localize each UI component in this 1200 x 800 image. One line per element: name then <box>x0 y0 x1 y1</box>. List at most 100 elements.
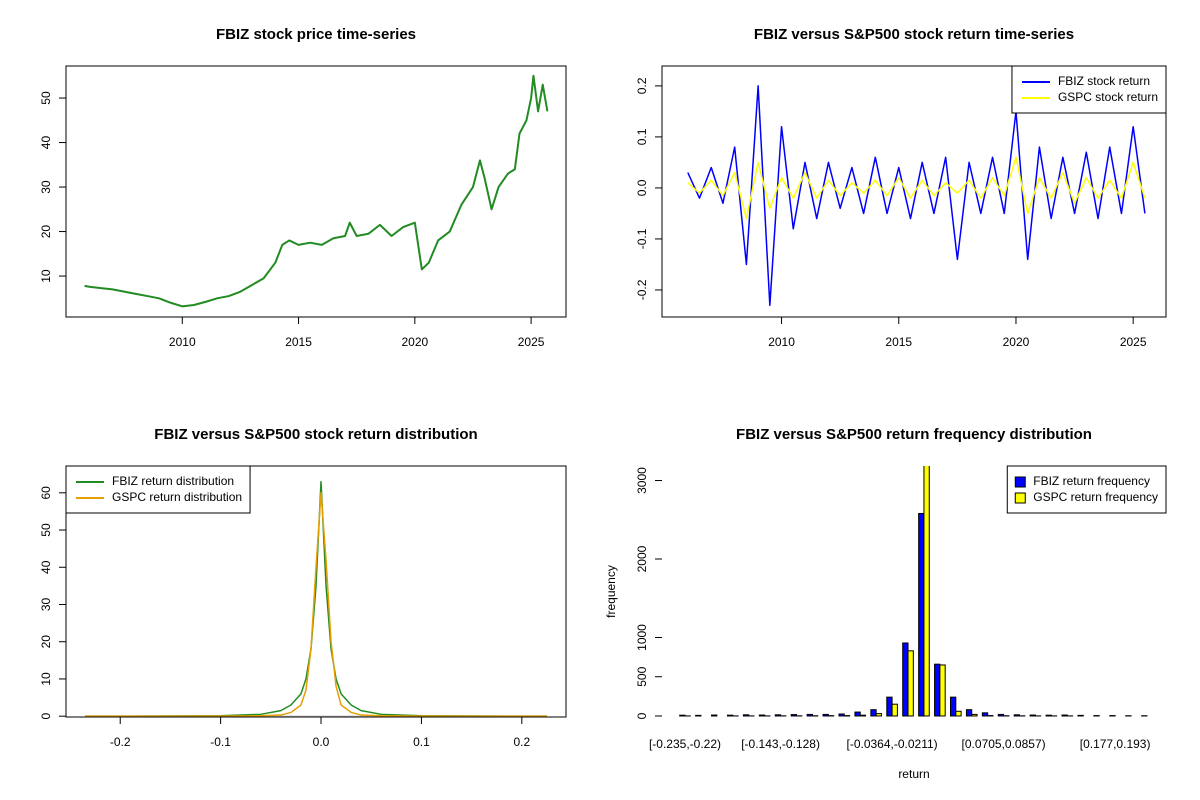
y-tick-label: -0.1 <box>635 228 649 249</box>
bar <box>918 512 925 717</box>
bar <box>875 713 882 717</box>
y-tick-label: 50 <box>39 523 53 537</box>
x-tick-label: 2010 <box>169 335 196 349</box>
bar <box>965 709 973 717</box>
y-tick-label: 0 <box>39 713 53 720</box>
bar <box>774 714 782 717</box>
bar <box>695 714 702 717</box>
series-line <box>687 85 1146 307</box>
bar <box>838 713 845 717</box>
bar <box>742 714 750 717</box>
legend-swatch <box>1014 476 1026 488</box>
bar <box>891 703 898 717</box>
legend: FBIZ stock return GSPC stock return <box>1011 65 1167 114</box>
bar <box>806 713 813 717</box>
legend-label: GSPC return frequency <box>1033 490 1158 504</box>
y-tick-label: 10 <box>39 672 53 686</box>
y-axis-label: frequency <box>604 565 618 618</box>
y-tick-label: 20 <box>39 635 53 649</box>
bar <box>981 712 989 717</box>
bar <box>854 711 861 717</box>
x-tick-label: 2020 <box>401 335 428 349</box>
bar <box>955 710 962 717</box>
bar <box>902 642 909 717</box>
y-tick-label: 40 <box>39 560 53 574</box>
y-tick-label: 3000 <box>635 467 649 494</box>
bar <box>1013 714 1021 717</box>
y-tick-label: -0.2 <box>635 279 649 300</box>
y-tick-label: 30 <box>39 180 53 194</box>
x-tick-label: 2025 <box>518 335 545 349</box>
x-tick-label: -0.1 <box>210 735 231 749</box>
series-line <box>84 74 549 308</box>
bar <box>939 664 946 717</box>
y-tick-label: 10 <box>39 269 53 283</box>
plot-area <box>84 74 549 308</box>
plot-box <box>661 65 1167 318</box>
series-line <box>85 492 547 717</box>
legend-label: GSPC stock return <box>1058 90 1158 104</box>
bar <box>679 714 686 717</box>
legend-swatch <box>1014 492 1026 504</box>
bar <box>997 713 1005 717</box>
bar <box>1077 714 1084 717</box>
x-tick-label: 0.1 <box>413 735 430 749</box>
bar <box>711 714 718 717</box>
x-tick-label: 2010 <box>768 335 795 349</box>
plot-box <box>65 465 567 718</box>
legend-label: FBIZ stock return <box>1058 74 1150 88</box>
bar <box>1029 714 1036 717</box>
bar <box>870 709 877 717</box>
bar <box>934 663 941 717</box>
bar <box>758 714 766 717</box>
x-tick-label: [0.0705,0.0857) <box>962 737 1046 751</box>
x-tick-label: [-0.143,-0.128) <box>741 737 820 751</box>
y-tick-label: 40 <box>39 136 53 150</box>
bar <box>822 713 829 717</box>
legend-label: FBIZ return distribution <box>112 474 234 488</box>
bar <box>950 696 957 717</box>
chart-title: FBIZ versus S&P500 stock return distribu… <box>154 426 477 443</box>
y-tick-label: 0 <box>635 712 649 719</box>
legend-box <box>65 465 251 514</box>
y-tick-label: 20 <box>39 225 53 239</box>
y-tick-label: 50 <box>39 91 53 105</box>
bar <box>923 466 930 717</box>
y-tick-label: 2000 <box>635 545 649 572</box>
legend: FBIZ return frequency GSPC return frequen… <box>1006 465 1167 514</box>
bar <box>859 714 867 717</box>
legend-box <box>1011 65 1167 114</box>
chart-title: FBIZ versus S&P500 stock return time-ser… <box>754 26 1074 43</box>
x-tick-label: [0.177,0.193) <box>1080 737 1151 751</box>
x-tick-label: 2015 <box>885 335 912 349</box>
chart-title: FBIZ versus S&P500 return frequency dist… <box>736 426 1092 443</box>
x-tick-label: 0.2 <box>513 735 530 749</box>
y-tick-label: 500 <box>635 666 649 686</box>
x-tick-label: [-0.235,-0.22) <box>649 737 721 751</box>
y-tick-label: 60 <box>39 486 53 500</box>
bar <box>886 696 893 717</box>
legend-box <box>1006 465 1167 514</box>
x-tick-label: [-0.0364,-0.0211) <box>847 737 938 751</box>
series-line <box>85 480 547 717</box>
plot-box <box>65 65 567 318</box>
bar <box>1045 714 1052 717</box>
plot-area <box>679 466 1148 717</box>
legend-label: FBIZ return frequency <box>1033 474 1150 488</box>
x-tick-label: 0.0 <box>313 735 330 749</box>
plot-area <box>687 85 1146 307</box>
x-axis-label: return <box>898 767 929 781</box>
bar <box>1061 714 1068 717</box>
y-tick-label: 30 <box>39 597 53 611</box>
bar <box>907 650 914 717</box>
legend-label: GSPC return distribution <box>112 490 242 504</box>
bar <box>726 714 734 717</box>
x-tick-label: 2020 <box>1003 335 1030 349</box>
x-tick-label: -0.2 <box>110 735 131 749</box>
series-line <box>687 156 1146 220</box>
y-tick-label: 0.1 <box>635 128 649 145</box>
y-tick-label: 0.2 <box>635 77 649 94</box>
chart-title: FBIZ stock price time-series <box>216 26 416 43</box>
bar <box>971 713 978 717</box>
